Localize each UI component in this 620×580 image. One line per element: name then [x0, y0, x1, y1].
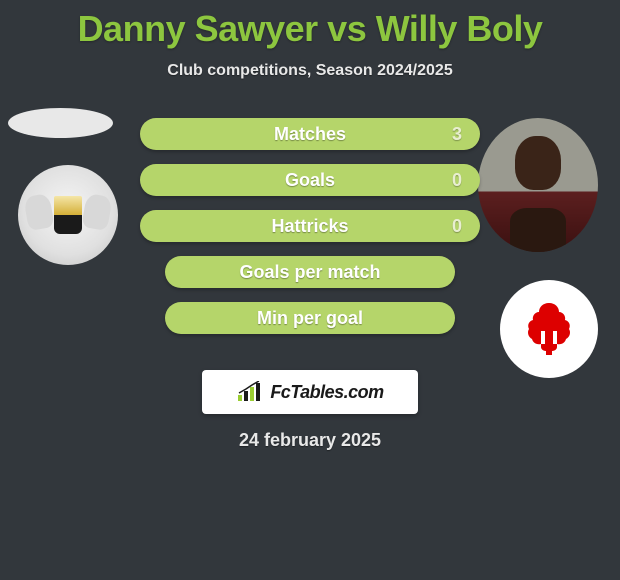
stat-value: 0 — [452, 170, 462, 191]
player-left-club-badge — [18, 165, 118, 265]
page-title: Danny Sawyer vs Willy Boly — [0, 0, 620, 50]
stat-value: 0 — [452, 216, 462, 237]
stat-bar-hattricks: Hattricks 0 — [140, 210, 480, 242]
shield-icon — [54, 196, 82, 234]
player-right-club-badge — [500, 280, 598, 378]
brand-name: FcTables.com — [270, 382, 383, 403]
bar-chart-icon — [236, 381, 264, 403]
subtitle: Club competitions, Season 2024/2025 — [0, 62, 620, 80]
stats-column: Matches 3 Goals 0 Hattricks 0 Goals per … — [140, 118, 480, 348]
stat-label: Goals per match — [239, 262, 380, 283]
stat-label: Min per goal — [257, 308, 363, 329]
stat-bar-goals-per-match: Goals per match — [165, 256, 455, 288]
stat-label: Goals — [285, 170, 335, 191]
date-label: 24 february 2025 — [0, 430, 620, 451]
stat-bar-matches: Matches 3 — [140, 118, 480, 150]
branding-box: FcTables.com — [202, 370, 418, 414]
player-right-avatar — [478, 118, 598, 252]
stat-label: Hattricks — [271, 216, 348, 237]
stat-bar-goals: Goals 0 — [140, 164, 480, 196]
stat-label: Matches — [274, 124, 346, 145]
player-left-avatar — [8, 108, 113, 138]
tree-icon — [521, 299, 577, 359]
stat-bar-min-per-goal: Min per goal — [165, 302, 455, 334]
stat-value: 3 — [452, 124, 462, 145]
comparison-area: Matches 3 Goals 0 Hattricks 0 Goals per … — [0, 100, 620, 340]
